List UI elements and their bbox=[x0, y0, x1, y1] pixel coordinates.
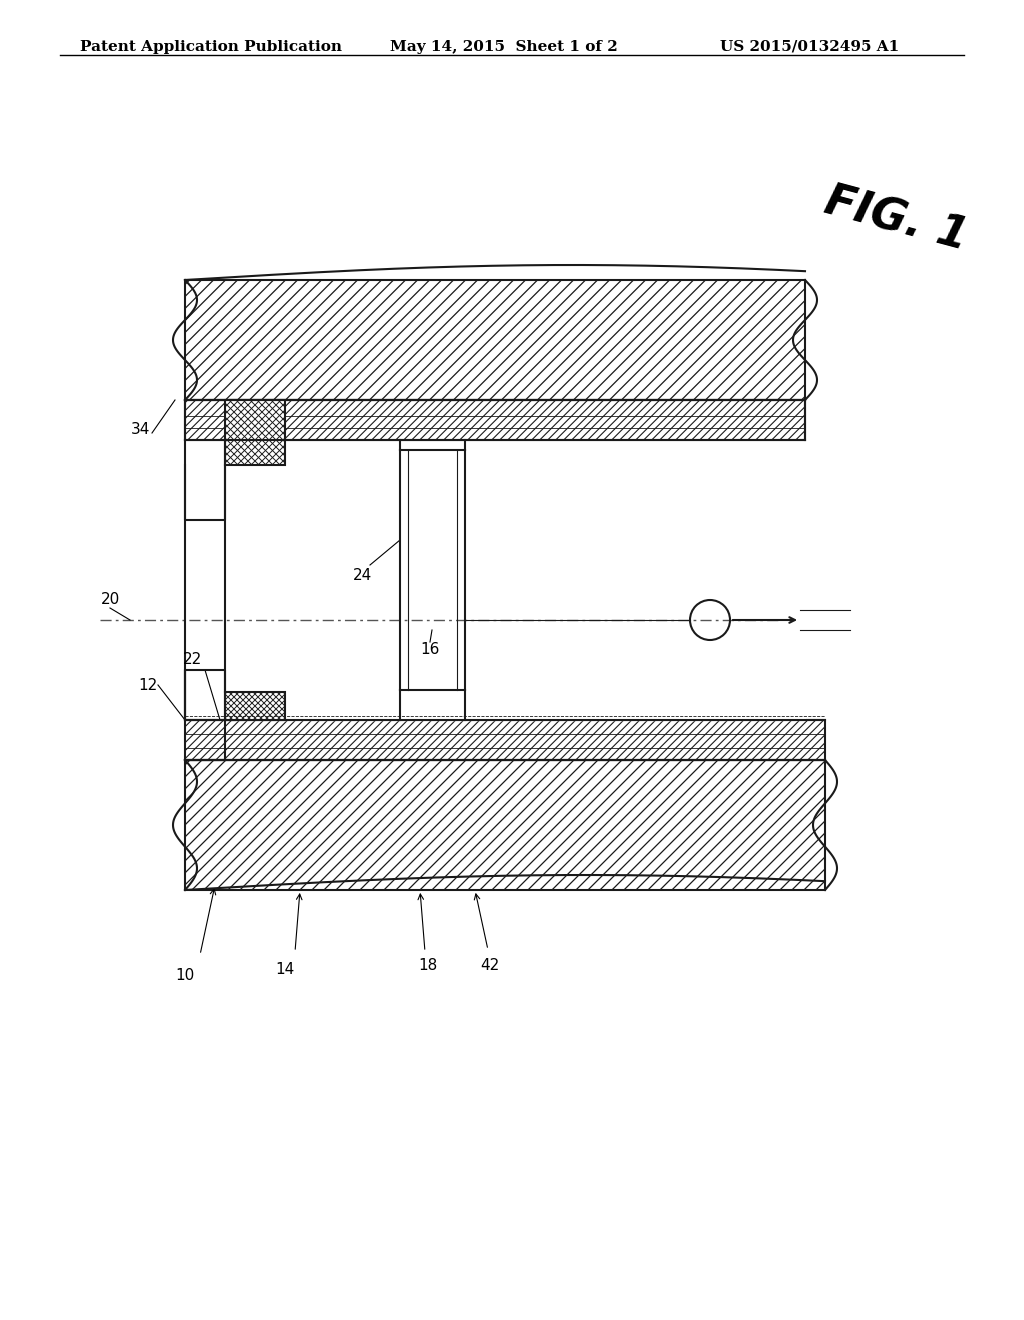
Text: 10: 10 bbox=[175, 968, 195, 982]
Text: May 14, 2015  Sheet 1 of 2: May 14, 2015 Sheet 1 of 2 bbox=[390, 40, 617, 54]
Bar bbox=[185, 400, 805, 440]
Text: US 2015/0132495 A1: US 2015/0132495 A1 bbox=[720, 40, 899, 54]
Text: 24: 24 bbox=[352, 568, 372, 582]
Bar bbox=[185, 719, 825, 760]
Bar bbox=[225, 692, 285, 719]
Bar bbox=[185, 760, 825, 890]
Text: 20: 20 bbox=[100, 593, 120, 607]
Bar bbox=[185, 280, 805, 400]
Text: 12: 12 bbox=[138, 677, 158, 693]
Text: 34: 34 bbox=[130, 422, 150, 437]
Text: Patent Application Publication: Patent Application Publication bbox=[80, 40, 342, 54]
Text: 22: 22 bbox=[182, 652, 202, 668]
Text: 42: 42 bbox=[480, 957, 500, 973]
Text: 18: 18 bbox=[419, 957, 437, 973]
Text: FIG. 1: FIG. 1 bbox=[820, 180, 973, 260]
Text: 14: 14 bbox=[275, 962, 295, 978]
Text: 16: 16 bbox=[420, 643, 439, 657]
Bar bbox=[225, 400, 285, 465]
